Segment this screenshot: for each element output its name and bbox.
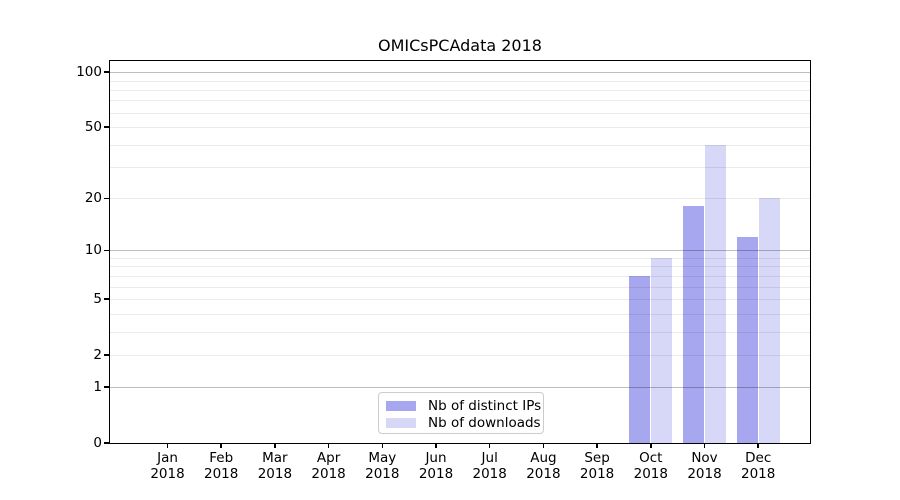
y-tick-mark <box>104 71 109 73</box>
x-tick-month: Mar <box>262 450 288 466</box>
x-tick-label-oct: Oct 2018 <box>609 450 693 482</box>
gridline-minor <box>110 299 810 300</box>
x-tick-year: 2018 <box>204 466 239 482</box>
y-tick-mark <box>104 386 109 389</box>
x-tick-year: 2018 <box>311 466 346 482</box>
x-tick-label-jul: Jul 2018 <box>448 450 532 482</box>
x-tick-mark <box>650 443 652 448</box>
gridline-minor <box>110 275 810 277</box>
x-tick-month: Nov <box>691 450 718 466</box>
x-tick-label-jun: Jun 2018 <box>394 450 478 482</box>
x-tick-month: Dec <box>745 450 772 466</box>
x-tick-mark <box>542 443 545 448</box>
legend-label-distinct-ips: Nb of distinct IPs <box>428 397 542 414</box>
y-tick-label: 10 <box>84 242 102 259</box>
x-tick-mark <box>166 443 169 448</box>
x-tick-label-sep: Sep 2018 <box>555 450 639 482</box>
x-tick-year: 2018 <box>257 466 293 482</box>
chart-title: OMICsPCAdata 2018 <box>378 36 542 55</box>
y-tick-label: 1 <box>93 379 102 396</box>
x-tick-mark <box>703 443 706 448</box>
plot-area <box>110 61 810 443</box>
y-tick-label: 2 <box>93 346 102 363</box>
gridline-minor <box>110 89 810 91</box>
gridline-minor <box>110 80 810 82</box>
x-tick-mark <box>220 443 222 448</box>
y-tick-mark <box>104 353 109 356</box>
gridline-minor <box>110 112 810 114</box>
bar-distinct-ips <box>683 206 704 443</box>
x-tick-mark <box>381 443 384 448</box>
y-tick-label: 100 <box>76 64 102 81</box>
gridline-minor <box>110 313 810 315</box>
x-tick-month: Feb <box>209 450 234 466</box>
x-tick-label-dec: Dec 2018 <box>716 450 800 482</box>
gridline-minor <box>110 100 810 102</box>
x-tick-year: 2018 <box>579 466 615 482</box>
x-tick-month: Jun <box>425 450 447 466</box>
y-tick-label: 0 <box>93 435 102 451</box>
gridline-minor <box>110 286 810 288</box>
x-tick-year: 2018 <box>526 466 561 482</box>
gridline-major <box>110 250 810 252</box>
gridline-minor <box>110 258 810 259</box>
x-tick-mark <box>435 443 437 448</box>
y-tick-mark <box>104 197 109 200</box>
gridline-major <box>110 387 810 389</box>
gridline-minor <box>110 127 810 128</box>
x-tick-mark <box>274 443 276 448</box>
bar-downloads <box>651 258 673 443</box>
x-tick-label-aug: Aug 2018 <box>501 450 585 482</box>
gridline-minor <box>110 144 810 146</box>
bar-distinct-ips <box>736 236 758 443</box>
x-tick-label-jan: Jan 2018 <box>126 450 210 482</box>
legend-item-downloads: Nb of downloads <box>379 414 543 431</box>
y-tick-mark <box>104 126 109 128</box>
x-tick-month: Jan <box>157 450 178 466</box>
x-tick-month: Apr <box>316 450 341 466</box>
gridline-minor <box>110 167 810 168</box>
legend-swatch-downloads <box>386 417 416 428</box>
x-tick-label-nov: Nov 2018 <box>663 450 747 482</box>
legend-item-distinct-ips: Nb of distinct IPs <box>379 397 543 414</box>
x-tick-month: Jul <box>481 450 498 466</box>
y-tick-mark <box>104 442 109 444</box>
gridline-minor <box>110 266 810 268</box>
y-tick-mark <box>104 298 109 300</box>
x-tick-label-feb: Feb 2018 <box>179 450 263 482</box>
legend-swatch-distinct-ips <box>386 400 416 411</box>
x-tick-label-may: May 2018 <box>340 450 424 482</box>
y-tick-label: 5 <box>93 291 102 307</box>
x-tick-year: 2018 <box>633 466 668 482</box>
y-tick-label: 20 <box>84 190 102 207</box>
x-tick-month: Oct <box>639 450 663 466</box>
x-tick-year: 2018 <box>687 466 722 482</box>
x-tick-year: 2018 <box>741 466 776 482</box>
x-tick-month: Aug <box>530 450 557 466</box>
x-tick-label-apr: Apr 2018 <box>287 450 371 482</box>
legend: Nb of distinct IPs Nb of downloads <box>378 392 544 434</box>
y-tick-mark <box>104 249 109 252</box>
x-tick-year: 2018 <box>365 466 400 482</box>
x-tick-month: May <box>368 450 397 466</box>
x-tick-mark <box>327 443 330 448</box>
x-tick-year: 2018 <box>418 466 454 482</box>
gridline-major <box>110 72 810 74</box>
y-tick-label: 50 <box>84 119 102 136</box>
gridline-minor <box>110 198 810 200</box>
x-tick-month: Sep <box>584 450 610 466</box>
bar-distinct-ips <box>629 275 651 443</box>
x-tick-mark <box>488 443 491 448</box>
bar-downloads <box>758 198 780 443</box>
legend-label-downloads: Nb of downloads <box>428 414 541 431</box>
x-tick-label-mar: Mar 2018 <box>233 450 317 482</box>
gridline-minor <box>110 354 810 356</box>
gridline-minor <box>110 331 810 333</box>
x-tick-mark <box>757 443 759 448</box>
x-tick-year: 2018 <box>472 466 507 482</box>
x-tick-year: 2018 <box>150 466 185 482</box>
x-tick-mark <box>596 443 598 448</box>
bar-downloads <box>705 144 726 443</box>
